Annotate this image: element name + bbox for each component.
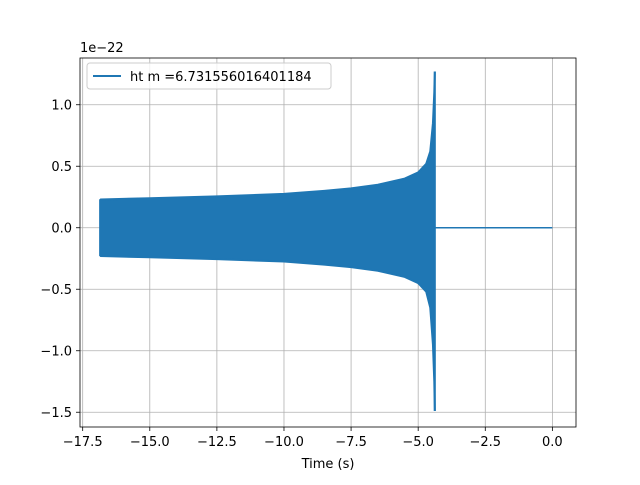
x-tick-label: −5.0 [402,435,434,450]
axes-frame [79,57,577,428]
x-tick-label: −17.5 [63,435,103,450]
y-tick-label: −0.5 [40,283,72,298]
x-tick-label: −15.0 [130,435,170,450]
x-tick-label: −7.5 [335,435,367,450]
waveform-lower-edge [100,255,436,412]
waveform-upper-edge [100,71,436,201]
x-tick-label: −10.0 [264,435,304,450]
y-tick-label: −1.0 [40,345,72,360]
x-tick-label: 0.0 [542,435,563,450]
waveform-envelope [99,71,436,412]
y-tick-label: 0.0 [51,222,72,237]
x-tick-label: −12.5 [197,435,237,450]
y-tick-label: 1.0 [51,99,72,114]
x-tick-label: −2.5 [469,435,501,450]
plot-area [99,71,553,412]
legend: ht m =6.731556016401184 [86,62,332,90]
legend-label: ht m =6.731556016401184 [130,70,312,85]
axis-ticks: −17.5 −15.0 −12.5 −10.0 −7.5 −5.0 −2.5 0.0 1.0 0.… [40,99,562,450]
x-axis-label: Time (s) [301,457,355,472]
legend-box [86,62,332,90]
y-tick-label: 0.5 [51,160,72,175]
y-offset-text: 1e−22 [80,41,124,56]
y-tick-label: −1.5 [40,406,72,421]
